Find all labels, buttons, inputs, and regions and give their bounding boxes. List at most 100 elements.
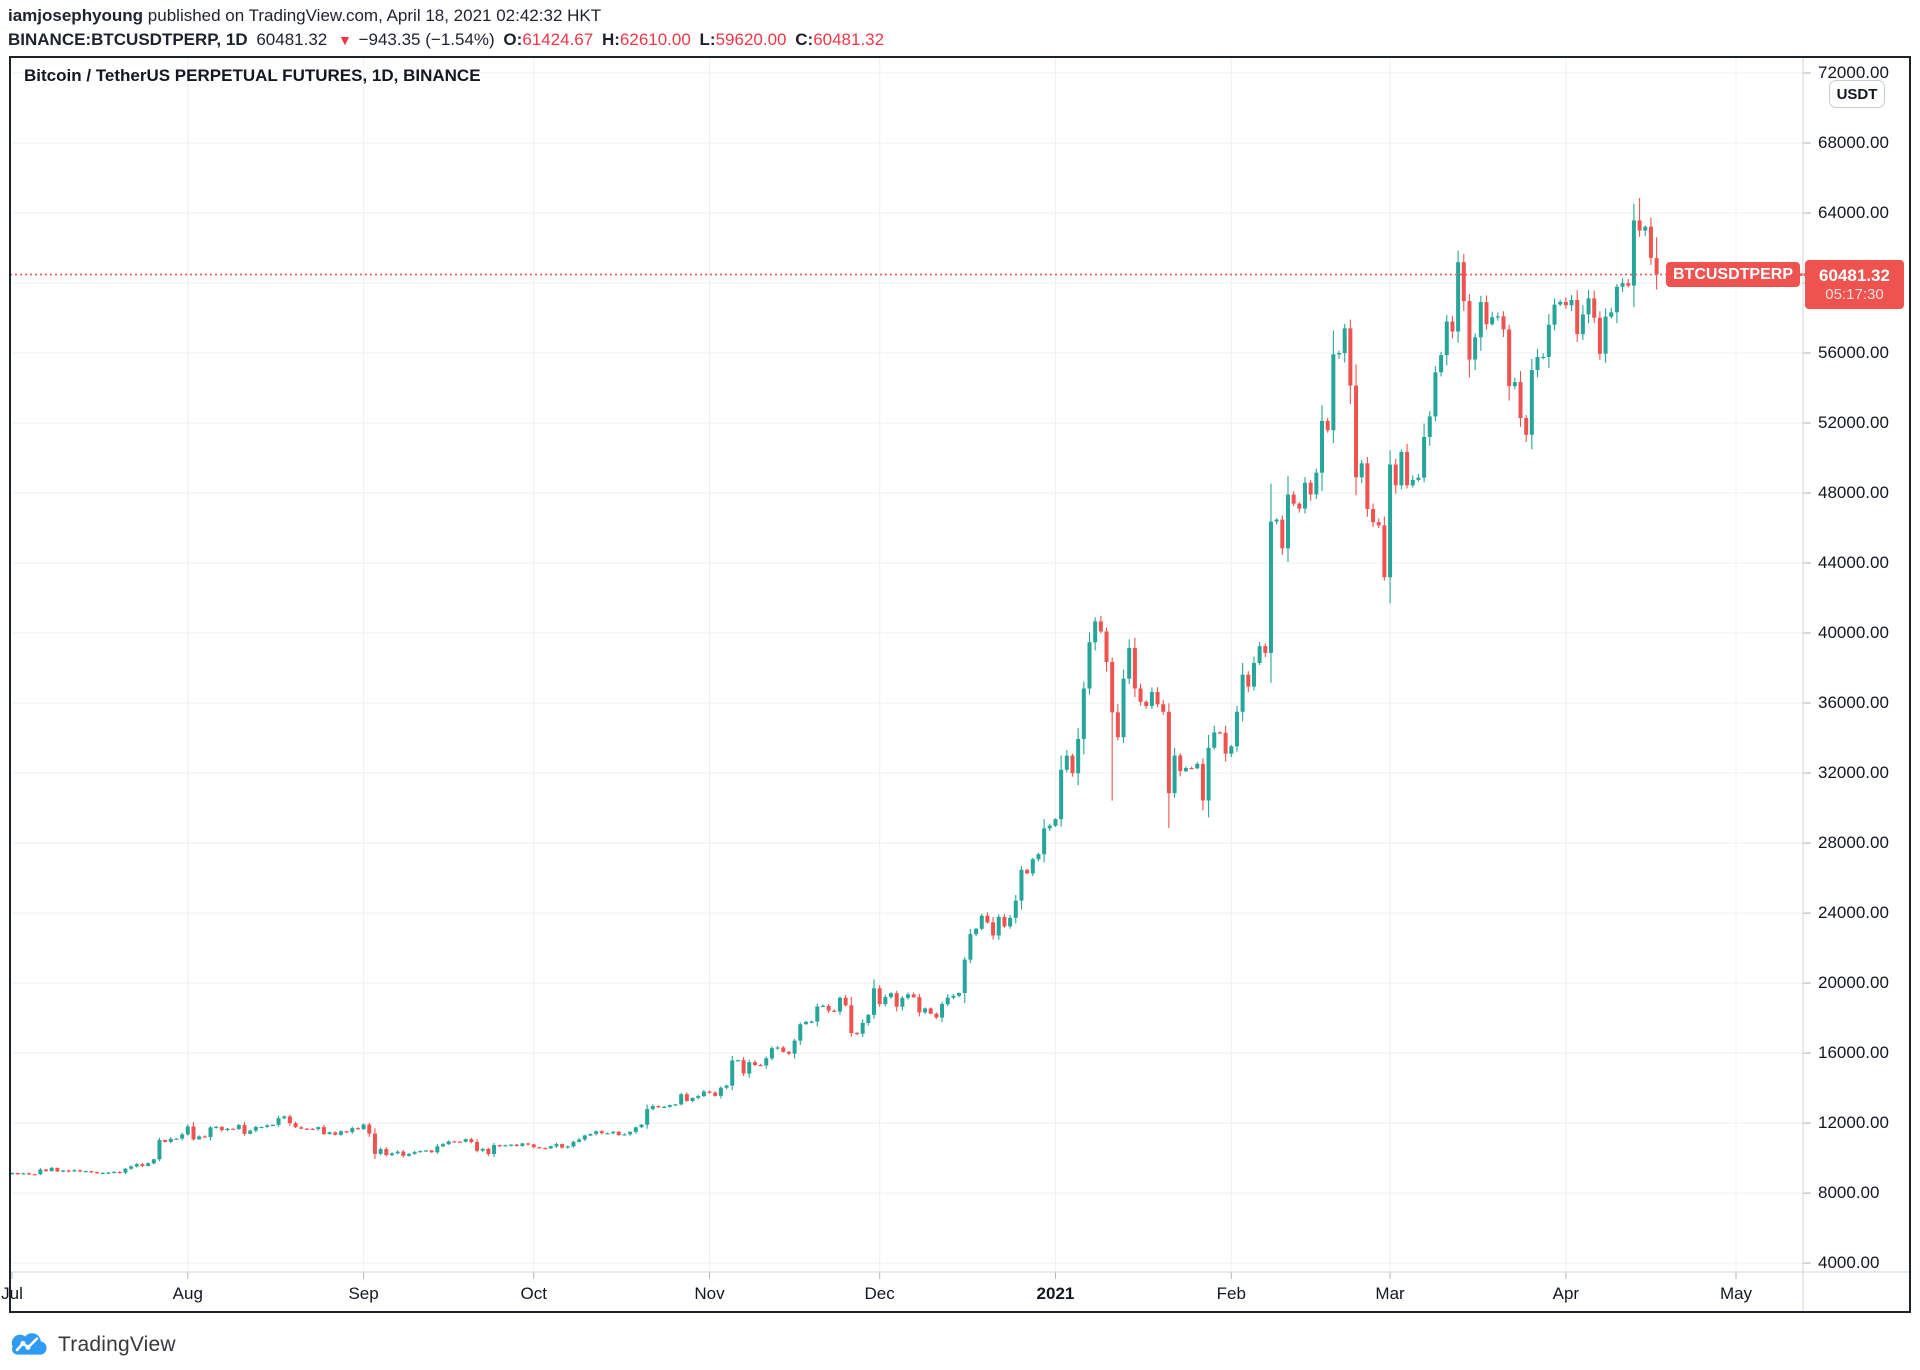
header-symbol-line: BINANCE:BTCUSDTPERP, 1D 60481.32 ▼ −943.…	[8, 29, 888, 51]
candle-body	[1059, 769, 1064, 820]
candle-body	[1410, 479, 1415, 486]
candle-body	[1303, 482, 1307, 509]
candle-body	[645, 1109, 650, 1125]
candle-body	[815, 1006, 820, 1022]
candle-body	[917, 997, 922, 1013]
candle-wick	[623, 1133, 626, 1136]
candle-body	[1189, 768, 1194, 770]
candle-body	[367, 1124, 372, 1134]
candle-body	[1030, 859, 1035, 874]
candle-body	[406, 1153, 411, 1156]
tradingview-logo-link[interactable]: TradingView	[8, 1331, 176, 1359]
candle-body	[968, 934, 973, 960]
candle-body	[509, 1144, 514, 1146]
candle-wick	[1338, 350, 1340, 359]
candle-body	[1110, 661, 1115, 713]
candle-body	[843, 997, 848, 1006]
candle-body	[1047, 825, 1052, 829]
candle-body	[435, 1146, 440, 1153]
candle-body	[928, 1008, 933, 1014]
candle-body	[1393, 464, 1398, 486]
price-line-symbol-tag: BTCUSDTPERP	[1666, 262, 1800, 287]
candle-body	[1200, 763, 1205, 801]
candle-body	[1512, 382, 1517, 387]
candle-body	[1257, 646, 1262, 663]
candle-body	[1076, 738, 1081, 774]
candle-body	[1563, 301, 1568, 306]
candle-body	[1212, 732, 1217, 748]
candle-body	[72, 1170, 77, 1172]
candle-body	[883, 997, 888, 1005]
candle-body	[673, 1104, 678, 1106]
candle-body	[1439, 355, 1444, 373]
candle-body	[214, 1126, 219, 1129]
candle-body	[1535, 356, 1540, 370]
candle-body	[1274, 519, 1279, 522]
candle-body	[1541, 356, 1546, 359]
author-name: iamjosephyoung	[8, 6, 144, 25]
candle-body	[1155, 692, 1160, 705]
candle-body	[1121, 678, 1126, 738]
candle-body	[679, 1094, 684, 1105]
candle-body	[531, 1144, 536, 1148]
tradingview-cloud-icon	[11, 1333, 47, 1355]
candle-body	[1280, 519, 1285, 549]
candle-body	[526, 1143, 531, 1145]
candle-body	[809, 1021, 814, 1023]
candle-body	[1626, 283, 1631, 286]
candle-body	[934, 1013, 939, 1018]
candle-body	[32, 1174, 37, 1176]
candle-body	[1376, 522, 1381, 526]
candle-body	[1234, 711, 1239, 747]
candle-body	[1268, 521, 1273, 653]
candle-wick	[1644, 225, 1646, 237]
y-axis-label: 52000.00	[1818, 413, 1889, 433]
candle-body	[1371, 509, 1376, 523]
candle-wick	[306, 1128, 308, 1130]
candle-body	[140, 1164, 145, 1166]
candle-body	[1631, 220, 1636, 286]
candle-body	[202, 1136, 207, 1138]
candle-body	[497, 1145, 502, 1147]
candle-body	[270, 1124, 275, 1126]
candle-body	[1246, 674, 1251, 687]
candle-body	[860, 1023, 865, 1034]
y-axis-label: 24000.00	[1818, 903, 1889, 923]
candle-body	[248, 1130, 253, 1134]
candle-body	[1251, 663, 1256, 687]
candle-body	[1405, 451, 1410, 486]
chart-title: Bitcoin / TetherUS PERPETUAL FUTURES, 1D…	[24, 66, 481, 85]
candle-body	[83, 1171, 88, 1173]
candle-body	[486, 1148, 491, 1155]
candle-body	[684, 1094, 689, 1101]
candle-body	[316, 1127, 321, 1130]
y-axis-label: 12000.00	[1818, 1113, 1889, 1133]
candle-body	[605, 1133, 610, 1135]
candle-body	[565, 1146, 570, 1148]
last-price: 60481.32	[256, 30, 328, 49]
candle-body	[372, 1133, 377, 1154]
candle-body	[1444, 321, 1449, 356]
candle-body	[225, 1128, 230, 1131]
candle-body	[662, 1106, 667, 1108]
candle-body	[951, 995, 956, 998]
candle-body	[1263, 646, 1268, 653]
candle-body	[452, 1141, 457, 1143]
candle-body	[89, 1171, 94, 1173]
candle-body	[231, 1128, 236, 1130]
candle-wick	[544, 1147, 546, 1149]
x-axis-label: May	[1719, 1284, 1753, 1303]
candle-body	[639, 1124, 644, 1128]
candle-body	[1127, 647, 1132, 679]
candle-body	[1013, 900, 1018, 918]
y-axis-label: 68000.00	[1818, 133, 1889, 153]
candle-body	[469, 1139, 474, 1142]
candle-body	[361, 1124, 366, 1130]
candle-body	[1087, 642, 1092, 689]
candle-body	[713, 1092, 718, 1096]
candle-body	[1240, 674, 1245, 712]
candle-body	[344, 1131, 349, 1133]
candle-body	[492, 1145, 497, 1154]
